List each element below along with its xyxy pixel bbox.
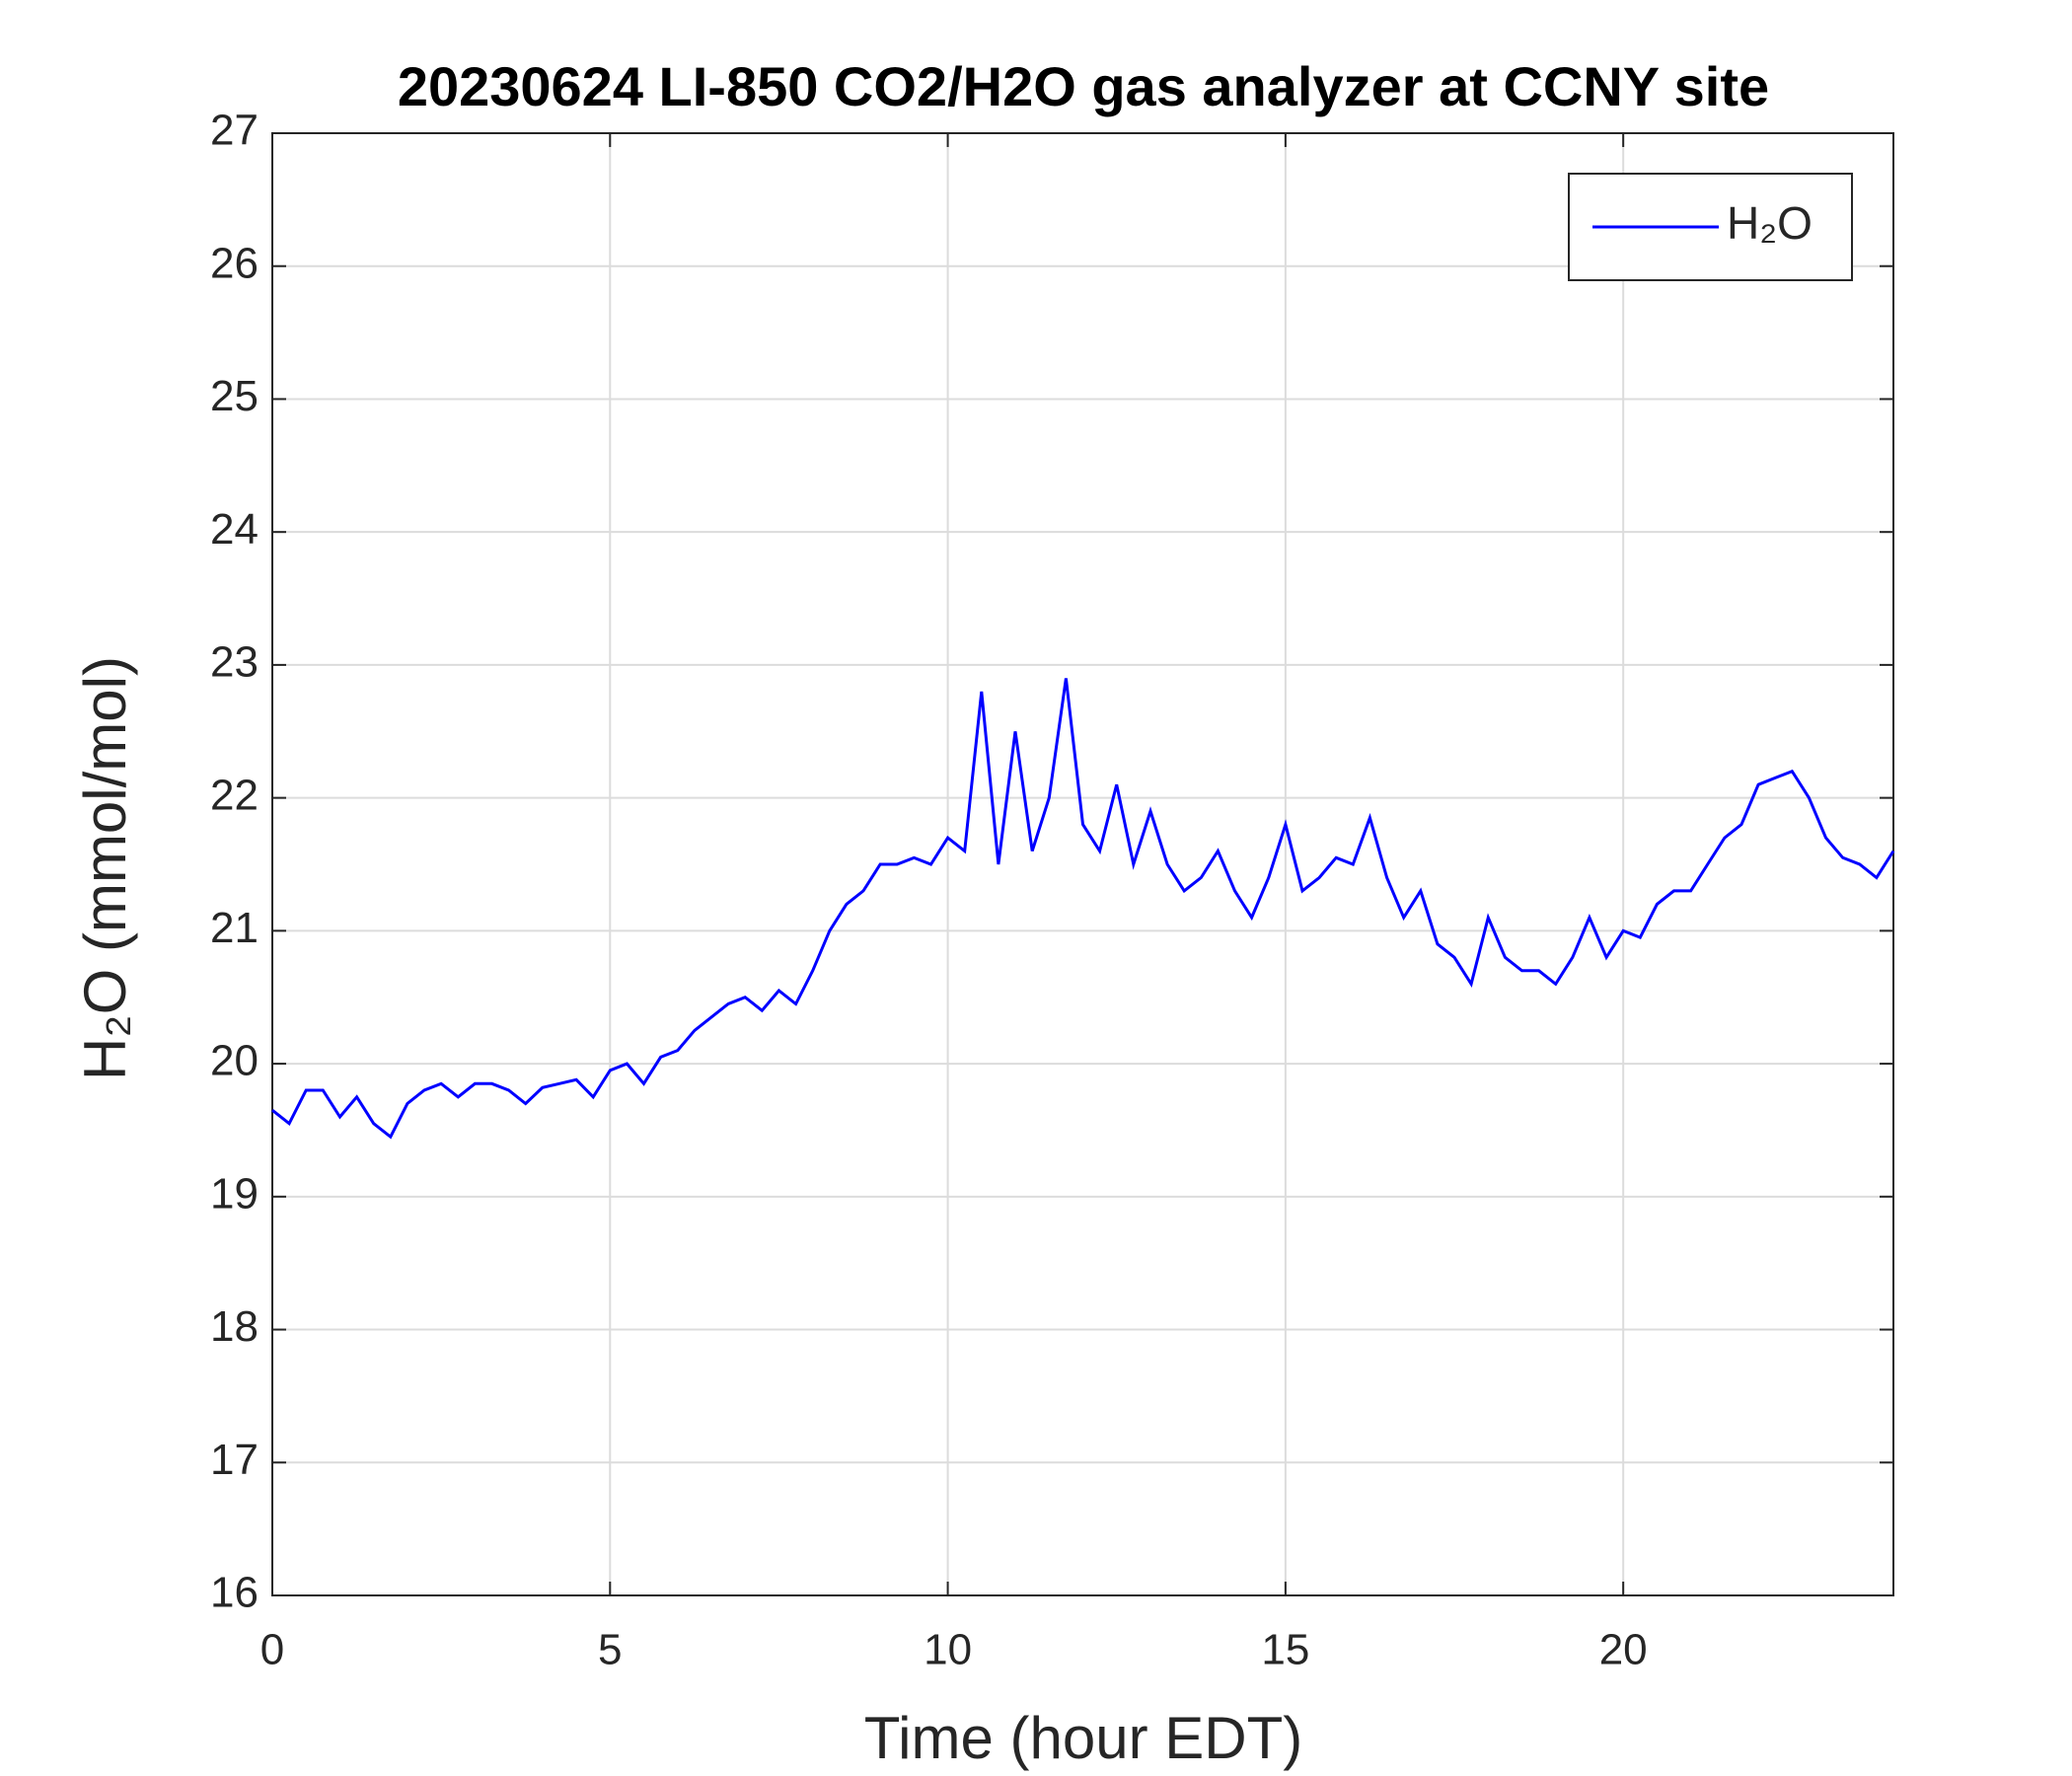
x-tick-label: 15 — [1261, 1626, 1309, 1674]
y-tick-label: 27 — [210, 107, 259, 155]
y-tick-label: 20 — [210, 1037, 259, 1085]
plot-frame — [271, 132, 1894, 1596]
legend-label: H₂O — [1727, 197, 1813, 249]
x-tick-label: 20 — [1599, 1626, 1648, 1674]
y-tick-label: 22 — [210, 771, 259, 819]
x-tick-label: 5 — [598, 1626, 622, 1674]
y-tick-label: 24 — [210, 505, 259, 554]
x-tick-label: 10 — [924, 1626, 972, 1674]
chart-title: 20230624 LI-850 CO2/H2O gas analyzer at … — [398, 55, 1769, 117]
data-line — [271, 678, 1895, 1140]
y-tick-label: 19 — [210, 1169, 259, 1218]
y-tick-label: 16 — [210, 1569, 259, 1617]
y-axis-label: H₂O (mmol/mol) — [72, 656, 138, 1080]
y-tick-label: 23 — [210, 638, 259, 687]
y-tick-label: 21 — [210, 904, 259, 952]
y-tick-label: 17 — [210, 1436, 259, 1484]
y-tick-label: 25 — [210, 372, 259, 420]
y-tick-label: 26 — [210, 239, 259, 287]
x-axis-label: Time (hour EDT) — [864, 1705, 1303, 1771]
y-tick-label: 18 — [210, 1302, 259, 1351]
x-tick-label: 0 — [260, 1626, 284, 1674]
